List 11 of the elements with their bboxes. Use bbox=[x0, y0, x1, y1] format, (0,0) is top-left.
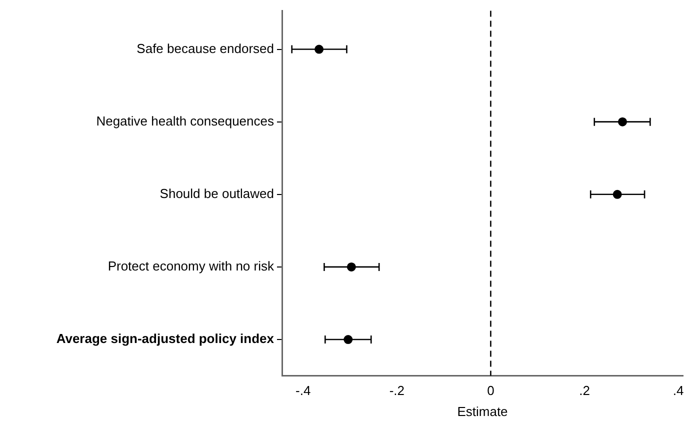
x-axis-title: Estimate bbox=[457, 404, 508, 419]
x-tick-label: -.2 bbox=[389, 383, 404, 398]
x-tick-label: -.4 bbox=[296, 383, 311, 398]
y-tick-label: Average sign-adjusted policy index bbox=[56, 331, 275, 346]
x-tick-label: .4 bbox=[672, 383, 684, 398]
y-tick-label: Protect economy with no risk bbox=[108, 258, 274, 274]
x-tick-label: 0 bbox=[487, 383, 494, 398]
y-tick-label: Should be outlawed bbox=[160, 186, 274, 201]
y-tick-label: Negative health consequences bbox=[96, 113, 274, 128]
y-tick-label: Safe because endorsed bbox=[136, 40, 274, 56]
x-tick-label: .2 bbox=[579, 383, 590, 398]
